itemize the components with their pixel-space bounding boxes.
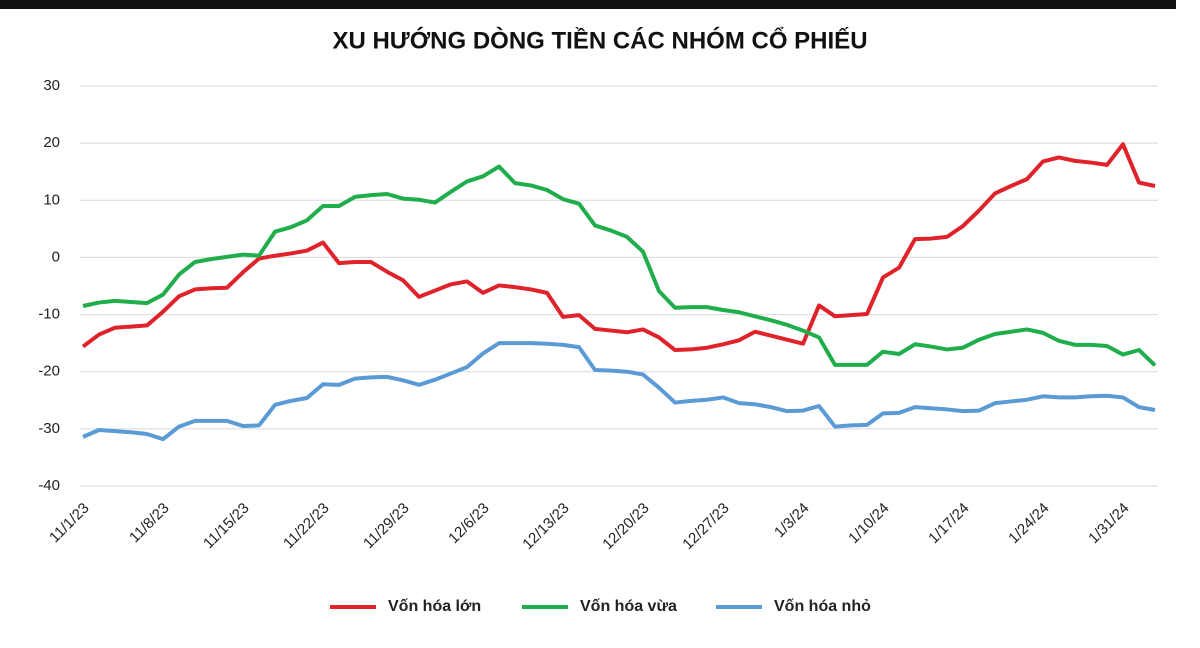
series-line <box>82 341 1156 442</box>
y-tick-label: -30 <box>38 420 60 437</box>
y-tick-label: -40 <box>38 477 60 494</box>
chart-title: XU HƯỚNG DÒNG TIỀN CÁC NHÓM CỔ PHIẾU <box>332 26 867 54</box>
legend-label: Vốn hóa lớn <box>388 598 481 615</box>
x-tick-label: 11/22/23 <box>280 500 333 553</box>
x-tick-label: 11/29/23 <box>360 500 413 553</box>
x-tick-label: 12/13/23 <box>519 500 572 553</box>
y-tick-label: -10 <box>38 306 60 323</box>
x-tick-label: 1/31/24 <box>1085 500 1132 547</box>
y-tick-label: 0 <box>52 248 60 265</box>
legend-label: Vốn hóa nhỏ <box>774 598 871 615</box>
legend-label: Vốn hóa vừa <box>580 598 677 615</box>
x-tick-label: 1/3/24 <box>771 500 813 542</box>
x-tick-label: 11/1/23 <box>46 500 93 547</box>
x-tick-label: 1/24/24 <box>1005 500 1052 547</box>
x-tick-label: 12/27/23 <box>679 500 732 553</box>
x-tick-label: 11/15/23 <box>200 500 253 553</box>
top-bar <box>0 0 1176 9</box>
y-tick-label: -20 <box>38 363 60 380</box>
x-tick-label: 11/8/23 <box>126 500 173 547</box>
x-tick-label: 1/17/24 <box>925 500 972 547</box>
series-line <box>81 142 1156 352</box>
y-tick-label: 20 <box>43 134 60 151</box>
x-tick-label: 12/20/23 <box>599 500 652 553</box>
y-tick-label: 30 <box>43 77 60 94</box>
x-tick-label: 12/6/23 <box>445 500 492 547</box>
series-line <box>82 164 1157 367</box>
y-tick-label: 10 <box>43 191 60 208</box>
x-tick-label: 1/10/24 <box>845 500 892 547</box>
